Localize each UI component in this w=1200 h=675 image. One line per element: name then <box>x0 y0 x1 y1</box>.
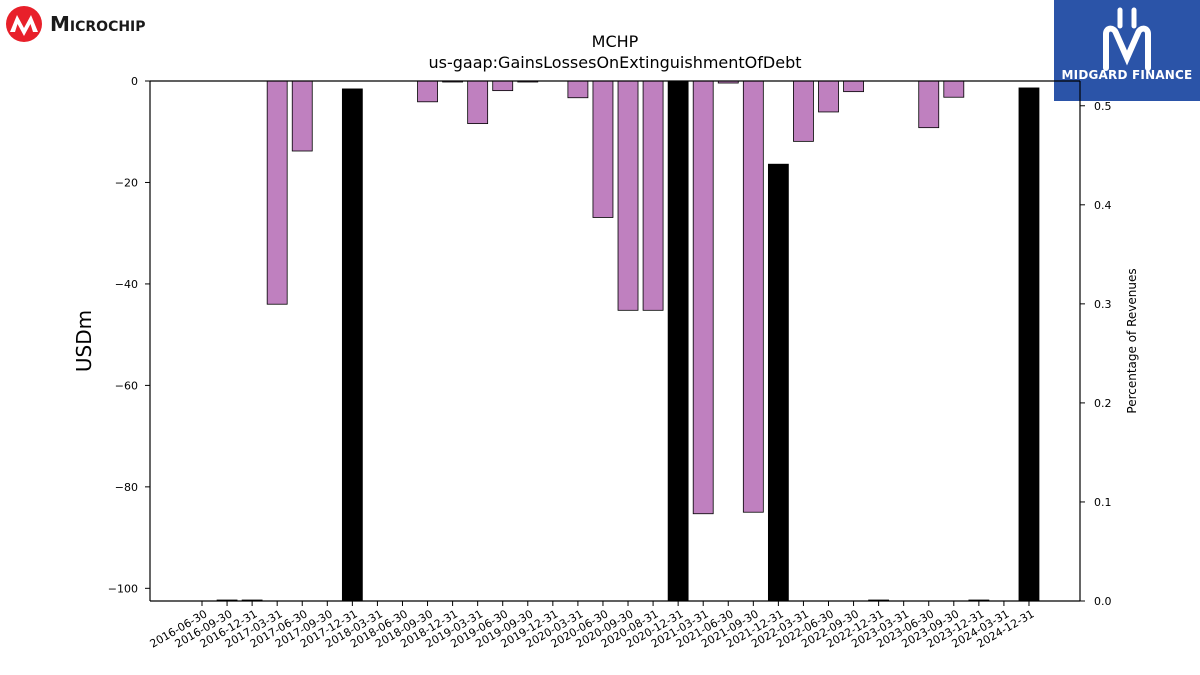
usd-bar-2023-06-30 <box>918 80 940 129</box>
usd-bar-2018-09-30 <box>417 80 438 103</box>
y-tick-label: −100 <box>108 582 138 595</box>
y2-tick-label: 0.1 <box>1094 496 1112 509</box>
revenue-pct-bar-2017-12-31 <box>341 88 363 602</box>
usd-bar-2019-06-30 <box>492 80 514 92</box>
bars-layer <box>216 80 1040 602</box>
microchip-logo-glyph <box>10 15 38 36</box>
revenue-pct-bar-2020-12-31 <box>667 80 689 602</box>
midgard-logo-mark <box>1103 7 1151 71</box>
usd-bar-2020-08-31 <box>642 80 664 311</box>
usd-bar-2017-06-30 <box>291 80 313 152</box>
usd-bar-2020-09-30 <box>617 80 639 311</box>
y2-tick-label: 0.4 <box>1094 199 1112 212</box>
y-tick-label: −60 <box>115 379 138 392</box>
y2-tick-label: 0.5 <box>1094 100 1112 113</box>
chart-subtitle: us-gaap:GainsLossesOnExtinguishmentOfDeb… <box>428 53 801 72</box>
usd-bar-2020-03-31 <box>567 80 589 99</box>
usd-bar-2021-09-30 <box>742 80 764 513</box>
y2-tick-label: 0.3 <box>1094 298 1112 311</box>
y-tick-label: −80 <box>115 481 138 494</box>
midgard-finance-logo: MIDGARD FINANCE <box>1054 0 1200 101</box>
chart-title: MCHP <box>592 32 639 51</box>
microchip-wordmark: Microchip <box>50 12 146 36</box>
y2-tick-label: 0.2 <box>1094 397 1112 410</box>
y-tick-label: 0 <box>131 75 138 88</box>
microchip-logo: Microchip <box>4 4 184 44</box>
microchip-logo-mark: Microchip <box>6 6 146 42</box>
midgard-finance-wordmark: MIDGARD FINANCE <box>1061 68 1193 82</box>
usd-bar-2019-03-31 <box>467 80 489 125</box>
y2-tick-label: 0.0 <box>1094 595 1112 608</box>
y-tick-label: −20 <box>115 176 138 189</box>
axes-layer <box>149 80 1081 602</box>
usd-bar-2022-03-31 <box>793 80 814 142</box>
y2-axis-label: Percentage of Revenues <box>1125 268 1139 413</box>
y-tick-label: −40 <box>115 278 138 291</box>
microchip-logo-circle <box>6 6 42 42</box>
revenue-pct-bar-2021-12-31 <box>767 163 789 602</box>
usd-bar-2017-03-31 <box>266 80 288 305</box>
y-axis-label: USDm <box>72 310 96 372</box>
usd-bar-2022-09-30 <box>843 80 864 93</box>
usd-bar-2022-06-30 <box>818 80 839 113</box>
usd-bar-2020-06-30 <box>592 80 614 218</box>
usd-bar-2021-03-31 <box>692 80 714 515</box>
revenue-pct-bar-2024-12-31 <box>1018 87 1040 602</box>
usd-bar-2023-09-30 <box>943 80 965 98</box>
